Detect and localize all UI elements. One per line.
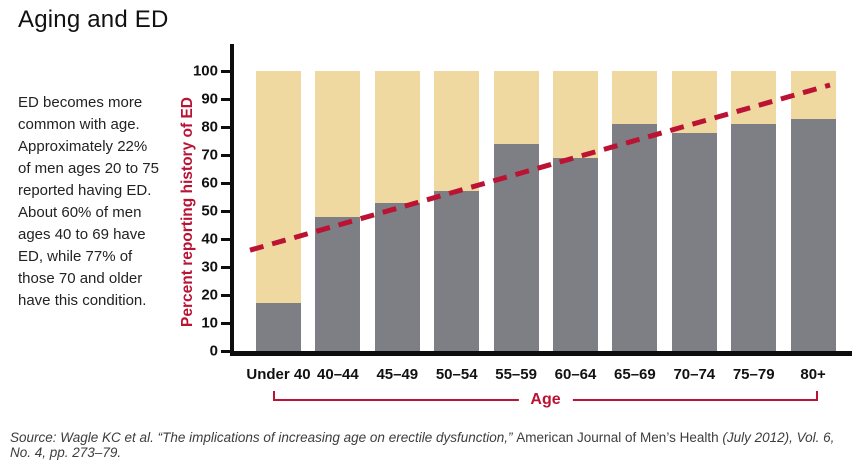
y-tick-mark [221, 69, 230, 73]
x-tick-label: 55–59 [495, 366, 537, 383]
y-tick-mark [221, 153, 230, 157]
x-tick-label: 45–49 [376, 366, 419, 383]
page-title: Aging and ED [18, 6, 169, 33]
x-axis [230, 351, 852, 356]
bar-80- [790, 71, 836, 351]
bar-40-44 [315, 71, 361, 351]
y-tick-label: 70 [201, 146, 218, 164]
description-line: Approximately 22% [18, 138, 148, 155]
age-bracket: Age [273, 391, 818, 409]
y-tick-label: 10 [201, 314, 218, 332]
y-tick-mark [221, 265, 230, 269]
plot-area [235, 71, 851, 351]
y-tick-label: 90 [201, 90, 218, 108]
description-line: ages 40 to 69 have [18, 226, 146, 243]
y-tick-label: 50 [201, 202, 218, 220]
y-tick-label: 60 [201, 174, 218, 192]
description-line: common with age. [18, 116, 140, 133]
source-citation: Source: Wagle KC et al. “The implication… [10, 430, 856, 460]
description-line: ED becomes more [18, 94, 143, 111]
y-tick-mark [221, 209, 230, 213]
y-tick-mark [221, 293, 230, 297]
x-tick-label: 50–54 [435, 366, 478, 383]
y-tick-mark [221, 349, 230, 353]
description-line: those 70 and older [18, 270, 143, 287]
y-tick-label: 40 [201, 230, 218, 248]
x-tick-label: Under 40 [246, 366, 311, 383]
bracket-left-cap [273, 391, 275, 401]
description-line: ED, while 77% of [18, 248, 133, 265]
bar-fill [315, 216, 361, 351]
y-tick-label: 30 [201, 258, 218, 276]
bar-65-69 [612, 71, 658, 351]
bar-fill [790, 118, 836, 351]
description-line: of men ages 20 to 75 [18, 160, 159, 177]
bar-under-40 [256, 71, 301, 351]
bar-fill [256, 303, 301, 351]
description-line: About 60% of men [18, 204, 142, 221]
bar-50-54 [434, 71, 480, 351]
bar-fill [553, 157, 598, 351]
bar-fill [374, 202, 420, 351]
source-journal: American Journal of Men’s Health [516, 430, 723, 445]
bar-fill [434, 191, 480, 351]
y-tick-label: 0 [209, 342, 218, 360]
x-axis-title: Age [518, 391, 573, 409]
bar-fill [731, 124, 777, 351]
x-tick-label: 75–79 [732, 366, 775, 383]
bar-70-74 [671, 71, 717, 351]
y-tick-mark [221, 181, 230, 185]
bar-75-79 [731, 71, 777, 351]
bar-55-59 [493, 71, 539, 351]
bar-fill [493, 143, 539, 351]
x-tick-label: 80+ [800, 366, 826, 383]
y-axis [230, 44, 234, 353]
x-tick-label: 60–64 [554, 366, 597, 383]
y-tick-mark [221, 321, 230, 325]
description-text: ED becomes more common with age. Approxima… [18, 92, 198, 312]
x-tick-label: 65–69 [614, 366, 656, 383]
y-tick-label: 20 [201, 286, 218, 304]
y-tick-label: 80 [201, 118, 218, 136]
bar-60-64 [553, 71, 598, 351]
y-tick-label: 100 [192, 62, 218, 80]
y-tick-mark [221, 97, 230, 101]
y-tick-mark [221, 237, 230, 241]
source-prefix: Source: Wagle KC et al. “The implication… [10, 430, 517, 445]
x-axis-labels: Under 40 40–44 45–49 50–54 55–59 60–64 65–69 70… [235, 366, 851, 386]
x-tick-label: 40–44 [317, 366, 359, 383]
x-tick-label: 70–74 [673, 366, 716, 383]
description-line: reported having ED. [18, 182, 152, 199]
bar-fill [671, 132, 717, 351]
bar-fill [612, 124, 658, 351]
y-tick-mark [221, 125, 230, 129]
description-line: have this condition. [18, 292, 147, 309]
bracket-right-cap [816, 391, 818, 401]
source-suffix: (July 2012), Vol. 6, No. 4, pp. 273–79. [10, 430, 835, 460]
bar-45-49 [374, 71, 420, 351]
